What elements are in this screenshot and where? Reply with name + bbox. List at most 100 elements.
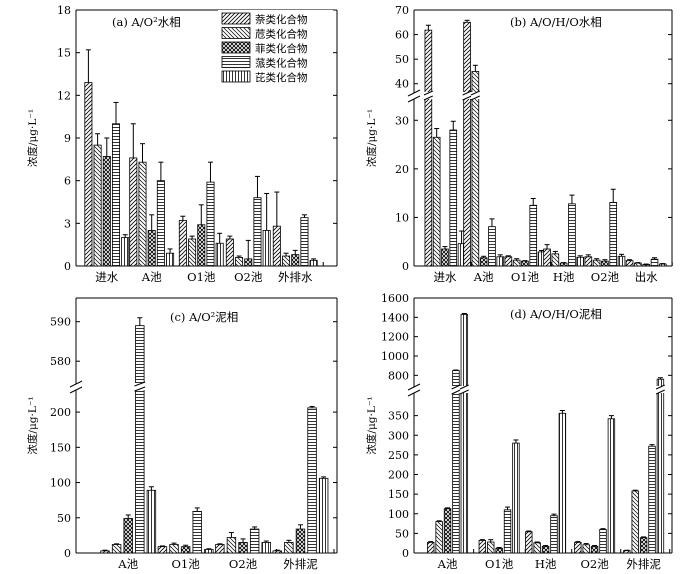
bar <box>576 256 585 267</box>
bar <box>623 550 631 554</box>
bar <box>138 161 147 267</box>
y-tick-label: 0 <box>402 260 409 273</box>
axis-break-mask <box>408 387 420 393</box>
y-axis-label: 浓度/μg·L⁻¹ <box>365 396 378 454</box>
y-tick-label: 3 <box>64 217 71 230</box>
legend-label: 萘类化合物 <box>255 13 308 26</box>
x-tick-label: A池 <box>473 270 494 284</box>
bar <box>157 546 168 554</box>
bar <box>235 257 244 267</box>
panel-d: 0 50 100 150 200 250 300 350 800 1000 1200 1400 1600… <box>365 292 673 571</box>
y-tick-label: 0 <box>64 547 71 560</box>
axis-break-mark <box>407 389 421 397</box>
bar <box>503 509 512 554</box>
bar <box>156 180 165 267</box>
y-tick-label: 6 <box>64 175 71 188</box>
bar <box>432 136 441 267</box>
y-tick-label: 800 <box>388 369 409 382</box>
axis-break-mark <box>69 386 83 394</box>
bar-break-mark <box>134 386 146 392</box>
x-tick-label: O1池 <box>187 270 216 284</box>
legend-swatch <box>221 56 251 68</box>
bar <box>249 528 260 554</box>
x-tick-label: O1池 <box>485 557 514 571</box>
bar <box>642 264 650 267</box>
panel-title: (a) A/O²水相 <box>112 15 181 29</box>
bar <box>123 518 133 554</box>
bar <box>512 259 521 267</box>
bar <box>471 71 480 267</box>
bar-break-gap <box>470 92 480 99</box>
bar <box>180 546 191 554</box>
bar <box>146 489 157 554</box>
bar <box>111 544 122 554</box>
bar <box>300 217 309 267</box>
bar <box>582 544 590 554</box>
x-tick-label: O2池 <box>229 557 258 571</box>
bar <box>272 550 282 554</box>
legend-swatch <box>221 27 251 39</box>
y-axis-label: 浓度/μg·L⁻¹ <box>26 109 39 167</box>
bar <box>129 157 138 267</box>
legend-label: 蒎类化合物 <box>255 57 308 70</box>
bar <box>592 259 601 267</box>
bar <box>601 260 609 267</box>
axis-break-mark <box>407 89 421 97</box>
bar-break-mark <box>134 381 146 387</box>
bar <box>169 544 179 554</box>
bar <box>225 238 234 267</box>
y-tick-label: 15 <box>57 47 71 60</box>
y-tick-label: 10 <box>395 211 409 224</box>
bar <box>135 325 145 554</box>
y-tick-label: 50 <box>395 527 409 540</box>
bar <box>215 242 224 267</box>
bar-break-mark <box>459 384 469 390</box>
y-tick-label: 0 <box>64 260 71 273</box>
bar <box>525 531 533 554</box>
bar <box>188 238 197 267</box>
y-tick-label: 60 <box>395 29 409 42</box>
bar <box>309 259 318 267</box>
bar <box>609 201 618 267</box>
bar <box>479 257 488 267</box>
x-tick-label: 外排泥 <box>283 557 318 571</box>
y-tick-label: 70 <box>395 4 409 17</box>
bar <box>488 226 496 267</box>
x-tick-label: 外排水 <box>278 270 313 284</box>
bar-break-mark <box>459 389 469 395</box>
bar <box>291 254 300 267</box>
legend-swatch <box>221 41 251 54</box>
bar <box>261 542 271 554</box>
bar <box>284 542 294 554</box>
bar <box>512 442 520 554</box>
y-axis-label: 浓度/μg·L⁻¹ <box>365 109 378 167</box>
bar <box>559 262 568 267</box>
bar <box>529 204 538 267</box>
legend-label: 芘类化合物 <box>255 71 308 84</box>
x-tick-label: A池 <box>437 557 458 571</box>
bar-break-gap <box>460 386 469 393</box>
bar <box>295 528 306 554</box>
bar <box>178 220 187 267</box>
bar <box>100 550 110 554</box>
y-tick-label: 1200 <box>381 331 409 344</box>
bar <box>262 230 271 267</box>
bar <box>495 547 503 554</box>
bar-break-mark <box>462 95 472 101</box>
bar <box>558 412 567 554</box>
legend-swatch <box>221 70 251 83</box>
bar <box>551 253 560 267</box>
y-tick-label: 100 <box>388 508 409 521</box>
bar <box>197 224 206 267</box>
bar <box>659 263 667 267</box>
bar <box>102 156 111 267</box>
y-tick-label: 150 <box>50 441 71 454</box>
y-tick-label: 350 <box>388 410 409 423</box>
bar <box>584 256 593 267</box>
bar <box>226 537 237 554</box>
y-tick-label: 100 <box>50 477 71 490</box>
y-tick-label: 1000 <box>381 350 409 363</box>
y-tick-label: 150 <box>388 488 409 501</box>
